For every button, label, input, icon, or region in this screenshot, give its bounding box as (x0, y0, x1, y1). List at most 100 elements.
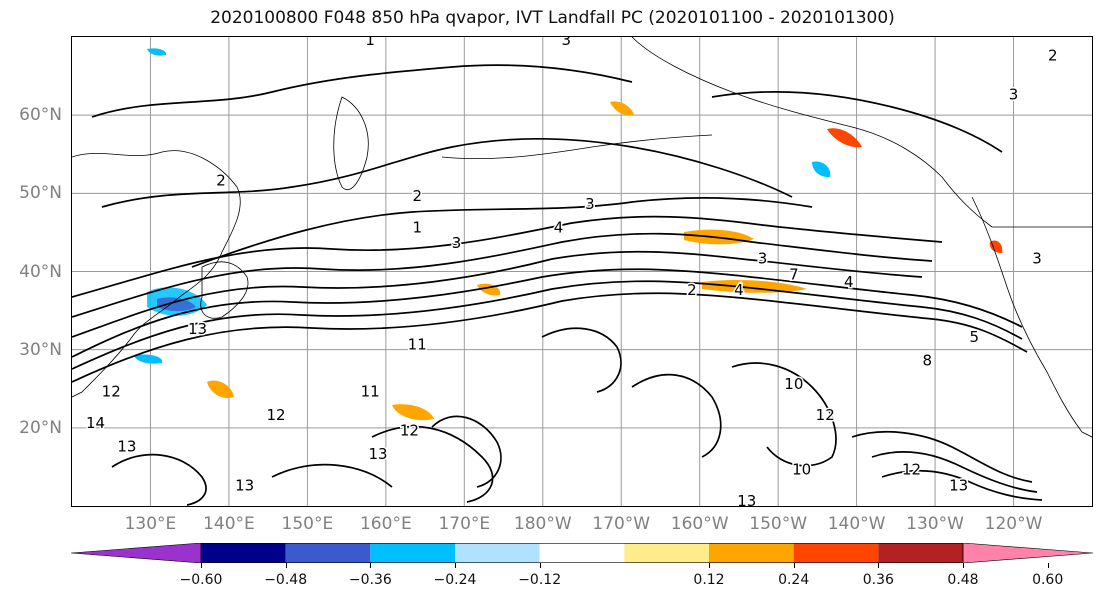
contour-line (72, 250, 923, 338)
contour-line (72, 280, 1023, 370)
shade-patch (702, 279, 807, 293)
contour-label: 13 (188, 320, 207, 338)
shade-patch (812, 161, 831, 178)
contour-label: 2 (412, 187, 422, 205)
colorbar-tick-label: 0.36 (862, 572, 894, 588)
contour-line (72, 268, 1023, 358)
contour-label: 3 (562, 37, 572, 49)
contour-label: 11 (408, 336, 427, 354)
contour-line (72, 232, 933, 318)
contour-label: 4 (844, 273, 854, 291)
contour-label: 12 (902, 461, 921, 479)
contour-label: 14 (86, 414, 105, 432)
colorbar-segment (709, 543, 794, 563)
colorbar-segment (370, 543, 455, 563)
colorbar-tickmark (539, 563, 541, 568)
contour-line (431, 415, 502, 488)
ivt-contours (72, 64, 1043, 506)
contour-label: 4 (734, 281, 744, 299)
contour-label: 10 (792, 461, 811, 479)
colorbar-tickmark (370, 563, 372, 568)
contour-label: 1 (365, 37, 375, 49)
coastline-namerica (971, 196, 1092, 438)
longitude-label: 150°E (281, 514, 334, 534)
colorbar-tick-label: −0.24 (433, 572, 477, 588)
colorbar-tick-label: −0.36 (348, 572, 392, 588)
colorbar-segment (201, 543, 286, 563)
coastline-asia (72, 150, 241, 398)
longitude-label: 120°W (984, 514, 1043, 534)
latitude-label: 30°N (19, 339, 62, 360)
contour-label: 13 (949, 476, 968, 494)
coastline-kamchatka (333, 96, 369, 190)
colorbar-segment (624, 543, 709, 563)
shade-patch (827, 128, 862, 148)
shade-patch (147, 48, 167, 56)
contour-label: 3 (452, 234, 462, 252)
shade-patch (989, 240, 1003, 253)
qvapor-shading (134, 48, 1003, 421)
shade-patch (207, 380, 234, 399)
contour-label: 12 (400, 422, 419, 440)
contour-label: 11 (361, 383, 380, 401)
contour-label: 13 (235, 476, 254, 494)
colorbar-tickmark (201, 563, 202, 568)
colorbar-tick-label: 0.48 (947, 572, 979, 588)
contour-line (111, 453, 207, 506)
contour-label: 2 (687, 281, 697, 299)
contour-label: 3 (758, 250, 768, 268)
colorbar-tickmark (455, 563, 456, 568)
longitude-label: 160°W (670, 514, 729, 534)
colorbar-tick-label: 0.24 (778, 572, 810, 588)
colorbar-segment (539, 543, 625, 563)
longitude-label: 140°W (827, 514, 886, 534)
colorbar-tickmark (285, 563, 287, 568)
shade-patch (610, 101, 634, 116)
colorbar-segment (285, 543, 371, 563)
map-panel: 1 3 2 2 3 1 4 3 3 7 4 4 2 13 11 12 14 13 12 11 13 12 10 12 10 13 1… (71, 36, 1093, 507)
contour-label: 12 (266, 406, 285, 424)
shade-patch (157, 297, 196, 312)
contour-label: 2 (216, 172, 226, 190)
contour-label: 7 (789, 265, 799, 283)
longitude-label: 130°W (906, 514, 964, 534)
longitude-label: 160°E (359, 514, 412, 534)
contour-label: 12 (816, 406, 835, 424)
longitude-label: 150°W (749, 514, 808, 534)
colorbar-tick-label: 0.12 (693, 572, 725, 588)
latitude-label: 20°N (19, 417, 62, 438)
latitude-label: 60°N (19, 105, 62, 126)
colorbar-tickmark (709, 563, 710, 568)
contour-label: 8 (922, 351, 932, 369)
colorbar-tickmark (1047, 563, 1049, 568)
contour-line (541, 327, 622, 393)
contour-label: 3 (1032, 250, 1042, 268)
latitude-label: 40°N (19, 261, 62, 282)
contour-line (371, 425, 494, 503)
coastlines (72, 37, 1092, 438)
contour-label: 12 (102, 383, 121, 401)
contour-line (711, 90, 1003, 153)
coastline-alaska (631, 37, 1092, 228)
contour-line (631, 373, 722, 458)
contour-label: 5 (970, 328, 980, 346)
colorbar-tick-label: −0.48 (264, 572, 308, 588)
colorbar-tick-label: −0.12 (518, 572, 562, 588)
coastline-japan (200, 261, 249, 319)
contour-line (271, 463, 393, 488)
contour-line (191, 197, 813, 268)
contour-label: 13 (117, 437, 136, 455)
longitude-label: 130°E (124, 514, 177, 534)
contour-label: 3 (585, 195, 595, 213)
colorbar-tickmark (878, 563, 880, 568)
contour-label: 2 (1048, 46, 1058, 64)
colorbar-segment (455, 543, 540, 563)
contour-label: 3 (1009, 86, 1019, 104)
colorbar-segment (878, 543, 963, 563)
contour-line (731, 362, 837, 467)
contour-line (72, 292, 1028, 383)
longitude-label: 140°E (203, 514, 255, 534)
shade-patch (134, 354, 163, 364)
